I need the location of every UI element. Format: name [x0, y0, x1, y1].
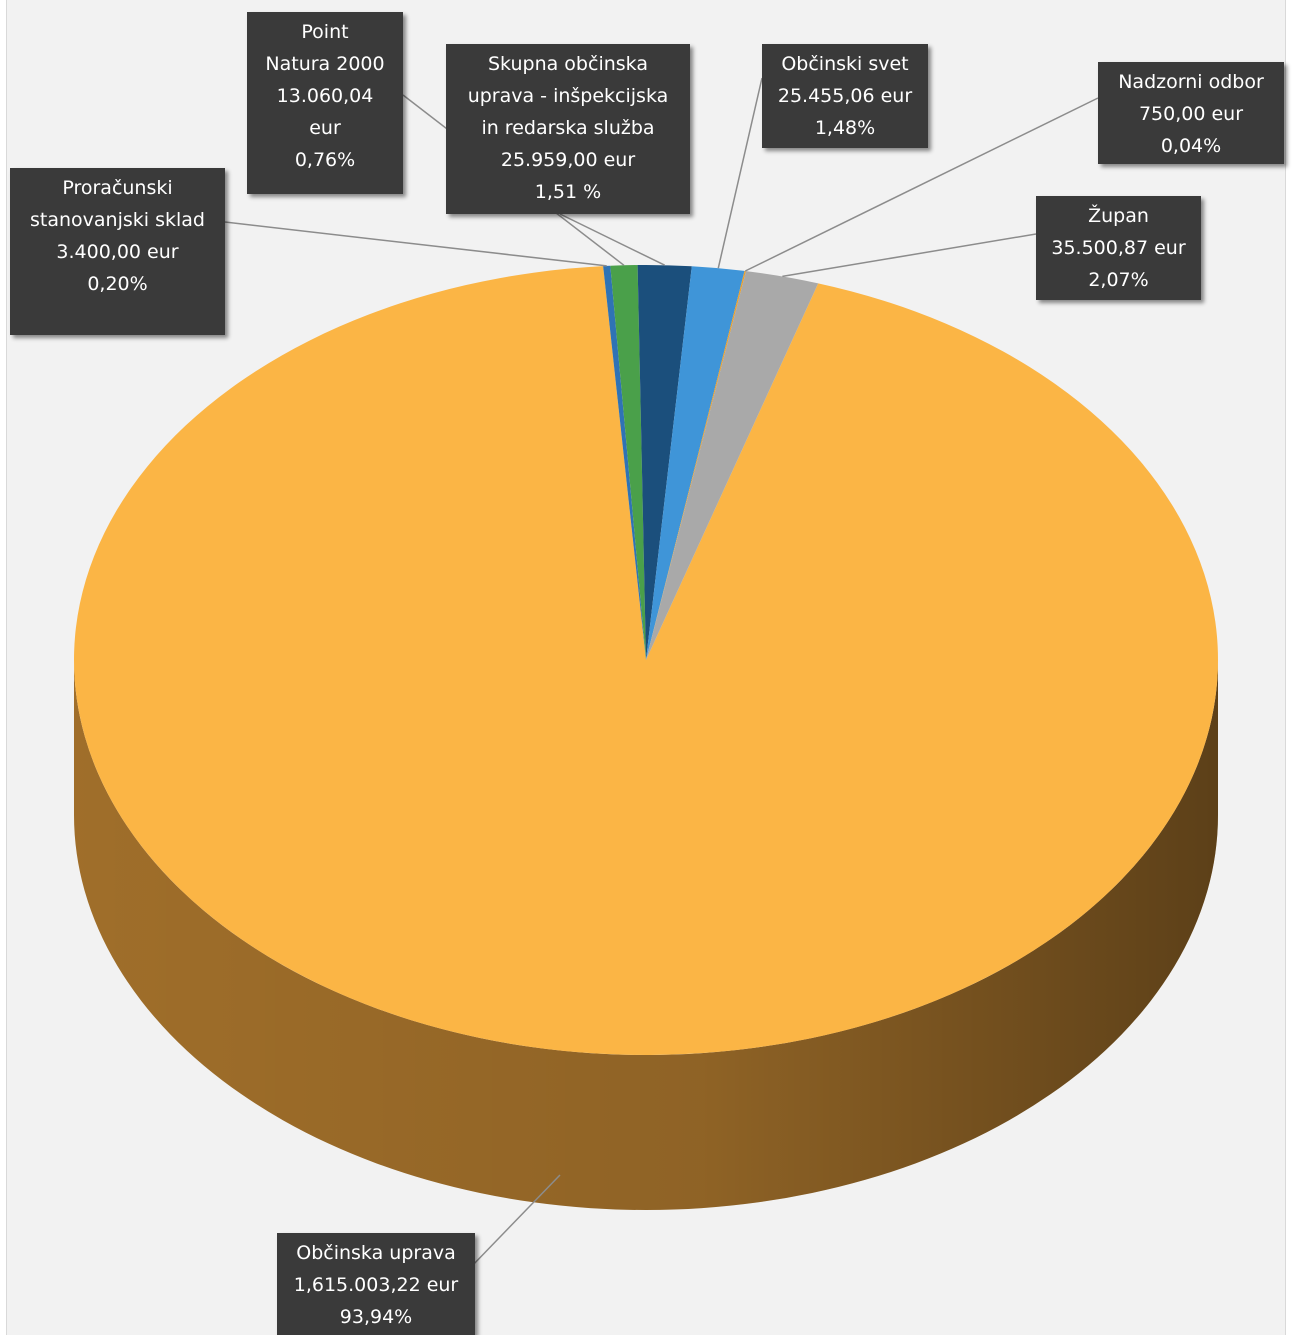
leader-line-skupna-obcinska-uprava: [559, 213, 666, 266]
label-obcinski-svet: Občinski svet 25.455,06 eur 1,48%: [762, 44, 928, 148]
label-skupna-obcinska-uprava: Skupna občinska uprava - inšpekcijska in r…: [446, 44, 690, 214]
leader-line-obcinski-svet: [717, 77, 763, 269]
label-zupan: Župan 35.500,87 eur 2,07%: [1036, 196, 1201, 300]
label-nadzorni-odbor: Nadzorni odbor 750,00 eur 0,04%: [1098, 62, 1284, 164]
leader-line-obcinska-uprava: [469, 1174, 561, 1269]
pie-slice-proracunski-sklad: [603, 265, 646, 660]
pie-slice-obcinska-uprava: [73, 266, 1218, 1055]
label-point-natura-2000: Point Natura 2000 13.060,04 eur 0,76%: [247, 12, 403, 194]
leader-line-zupan: [782, 233, 1037, 278]
pie-slice-skupna-obcinska-uprava: [637, 265, 692, 660]
pie-slice-zupan: [646, 271, 819, 660]
pie-side-shade-obcinska-uprava: [74, 660, 1218, 1210]
leader-line-nadzorni-odbor: [744, 97, 1099, 272]
pie-slice-nadzorni-odbor: [646, 270, 746, 660]
pie-slice-obcinski-svet: [646, 266, 745, 660]
pie-slice-point-natura-2000: [610, 265, 646, 660]
label-obcinska-uprava: Občinska uprava 1,615.003,22 eur 93,94%: [277, 1233, 475, 1335]
leader-line-proracunski-sklad: [224, 221, 607, 267]
label-proracunski-stanovanjski-sklad: Proračunski stanovanjski sklad 3.400,00 eu…: [10, 168, 225, 335]
